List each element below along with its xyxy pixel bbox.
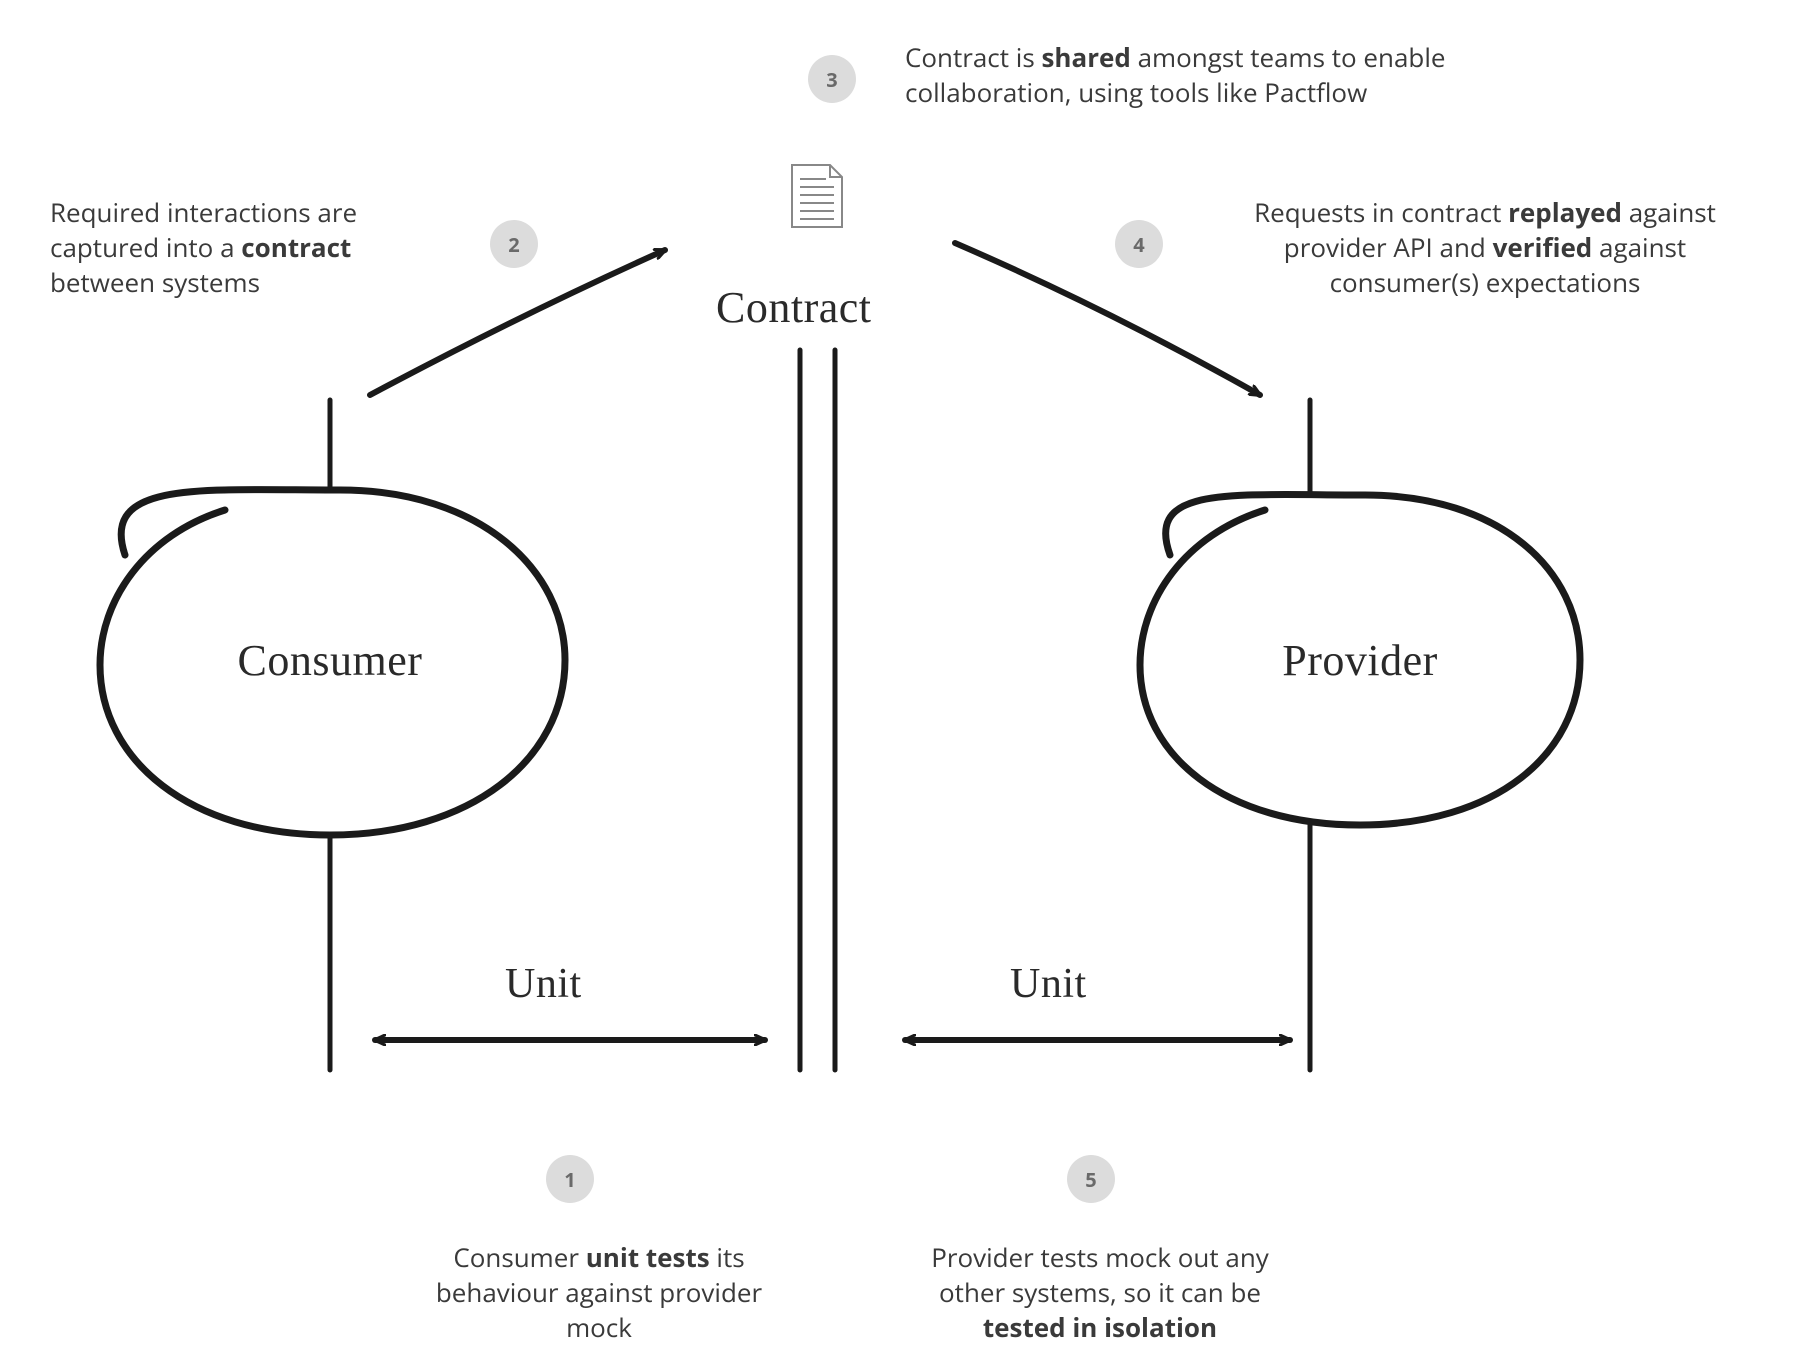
step-2-badge: 2 — [490, 220, 538, 268]
step-5-badge: 5 — [1067, 1155, 1115, 1203]
step-5-text: Provider tests mock out any other system… — [920, 1240, 1280, 1345]
consumer-label: Consumer — [130, 635, 530, 686]
step-4-badge: 4 — [1115, 220, 1163, 268]
provider-label: Provider — [1160, 635, 1560, 686]
unit-left-label: Unit — [505, 960, 582, 1008]
arrow-from-contract — [955, 243, 1260, 395]
contract-label: Contract — [716, 282, 872, 333]
step-1-badge: 1 — [546, 1155, 594, 1203]
step-2-text: Required interactions are captured into … — [50, 195, 430, 300]
step-1-text: Consumer unit tests its behaviour agains… — [424, 1240, 774, 1345]
step-3-badge: 3 — [808, 55, 856, 103]
document-icon — [792, 165, 842, 227]
unit-right-label: Unit — [1010, 960, 1087, 1008]
step-4-text: Requests in contract replayed against pr… — [1235, 195, 1735, 300]
step-3-text: Contract is shared amongst teams to enab… — [905, 40, 1465, 110]
